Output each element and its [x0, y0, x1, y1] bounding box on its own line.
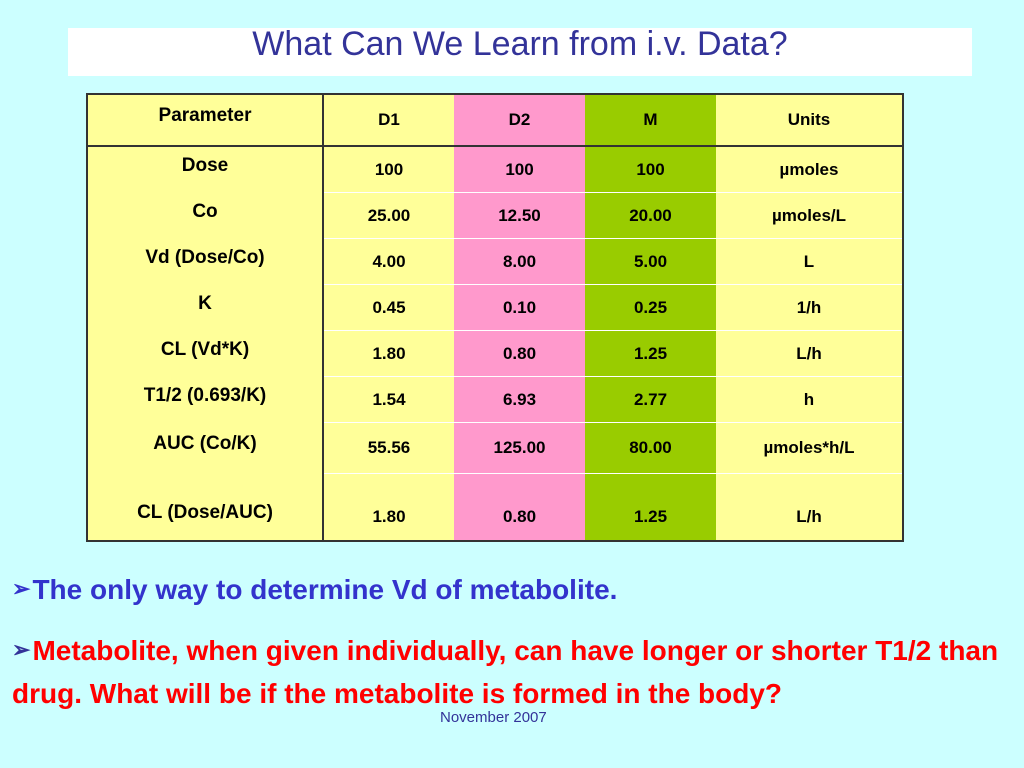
title-box	[68, 28, 972, 76]
d1-cell: 100	[323, 146, 454, 193]
bullet-vd-metabolite: ➢The only way to determine Vd of metabol…	[12, 569, 1012, 612]
spacer-cell	[323, 473, 454, 494]
units-cell: 1/h	[716, 284, 903, 331]
parameter-cell: K	[87, 284, 324, 331]
parameter-cell: T1/2 (0.693/K)	[87, 376, 324, 423]
arrow-bullet-icon: ➢	[12, 576, 31, 601]
parameter-cell: AUC (Co/K)	[87, 422, 324, 474]
header-parameter: Parameter	[87, 94, 324, 147]
header-d2: D2	[454, 94, 585, 147]
d2-cell: 100	[454, 146, 585, 193]
d1-cell: 55.56	[323, 422, 454, 474]
d1-cell: 25.00	[323, 192, 454, 239]
d1-cell: 1.80	[323, 330, 454, 377]
arrow-bullet-icon: ➢	[12, 637, 31, 662]
table-row: K 0.45 0.10 0.25 1/h	[87, 284, 903, 331]
m-cell: 20.00	[585, 192, 716, 239]
bullet-text: Metabolite, when given individually, can…	[12, 635, 999, 709]
bullet-text: The only way to determine Vd of metaboli…	[32, 574, 618, 605]
m-cell: 1.25	[585, 494, 716, 541]
units-cell: µmoles/L	[716, 192, 903, 239]
d2-cell: 6.93	[454, 376, 585, 423]
units-cell: L/h	[716, 330, 903, 377]
units-cell: L	[716, 238, 903, 285]
table-row: T1/2 (0.693/K) 1.54 6.93 2.77 h	[87, 376, 903, 423]
m-cell: 0.25	[585, 284, 716, 331]
header-d1: D1	[323, 94, 454, 147]
d2-cell: 0.80	[454, 494, 585, 541]
table-row: Co 25.00 12.50 20.00 µmoles/L	[87, 192, 903, 239]
parameter-label: AUC (Co/K)	[153, 433, 257, 454]
parameter-cell: CL (Dose/AUC)	[87, 494, 324, 541]
units-cell: µmoles*h/L	[716, 422, 903, 474]
table-row: Vd (Dose/Co) 4.00 8.00 5.00 L	[87, 238, 903, 285]
table-row: CL (Dose/AUC) 1.80 0.80 1.25 L/h	[87, 494, 903, 541]
d2-cell: 125.00	[454, 422, 585, 474]
m-cell: 1.25	[585, 330, 716, 377]
parameter-cell: Vd (Dose/Co)	[87, 238, 324, 285]
units-cell: L/h	[716, 494, 903, 541]
spacer-cell	[585, 473, 716, 494]
d2-cell: 0.80	[454, 330, 585, 377]
parameter-cell: CL (Vd*K)	[87, 330, 324, 377]
table-header-row: Parameter D1 D2 M Units	[87, 94, 903, 147]
table-spacer-row	[87, 473, 903, 494]
m-cell: 100	[585, 146, 716, 193]
parameter-label: Co	[192, 200, 218, 222]
spacer-cell	[87, 473, 324, 494]
parameter-cell: Co	[87, 192, 324, 239]
parameter-label: Dose	[181, 154, 229, 176]
m-cell: 5.00	[585, 238, 716, 285]
footer-date: November 2007	[440, 709, 547, 726]
parameter-label: T1/2 (0.693/K)	[143, 384, 267, 406]
units-cell: µmoles	[716, 146, 903, 193]
d2-cell: 0.10	[454, 284, 585, 331]
parameters-table: Parameter D1 D2 M Units Dose 100 100 100…	[86, 93, 904, 542]
d1-cell: 4.00	[323, 238, 454, 285]
d1-cell: 0.45	[323, 284, 454, 331]
parameter-label: K	[198, 292, 212, 314]
d1-cell: 1.54	[323, 376, 454, 423]
bullet-metabolite-t12: ➢Metabolite, when given individually, ca…	[12, 630, 1002, 714]
header-m: M	[585, 94, 716, 147]
spacer-cell	[454, 473, 585, 494]
table-row: Dose 100 100 100 µmoles	[87, 146, 903, 193]
table-row: AUC (Co/K) 55.56 125.00 80.00 µmoles*h/L	[87, 422, 903, 474]
header-parameter-label: Parameter	[158, 105, 252, 126]
slide-title: What Can We Learn from i.v. Data?	[252, 25, 788, 63]
units-cell: h	[716, 376, 903, 423]
table-row: CL (Vd*K) 1.80 0.80 1.25 L/h	[87, 330, 903, 377]
m-cell: 80.00	[585, 422, 716, 474]
m-cell: 2.77	[585, 376, 716, 423]
header-units: Units	[716, 94, 903, 147]
parameter-label: CL (Dose/AUC)	[137, 502, 273, 523]
d2-cell: 12.50	[454, 192, 585, 239]
d2-cell: 8.00	[454, 238, 585, 285]
parameter-cell: Dose	[87, 146, 324, 193]
parameter-label: CL (Vd*K)	[160, 338, 250, 360]
d1-cell: 1.80	[323, 494, 454, 541]
parameter-label: Vd (Dose/Co)	[145, 246, 265, 268]
spacer-cell	[716, 473, 903, 494]
